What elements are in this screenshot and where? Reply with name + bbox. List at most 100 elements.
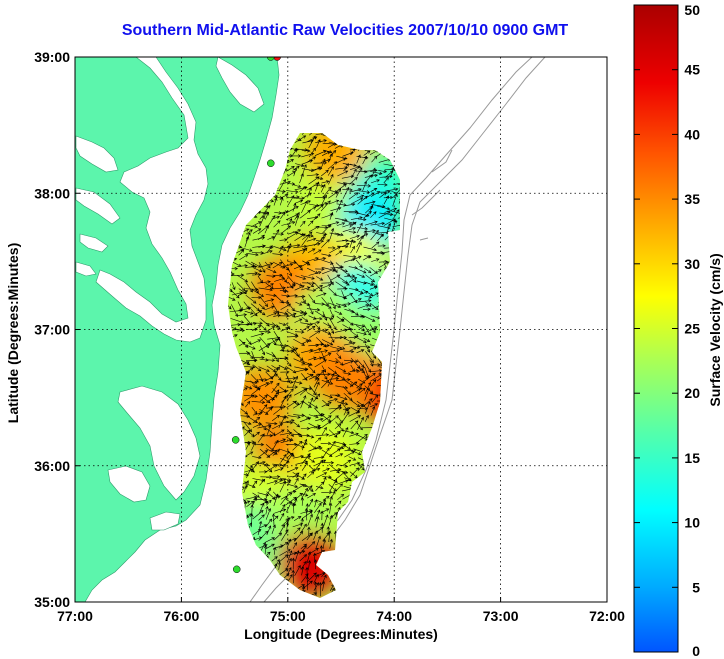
- velocity-vector: [294, 211, 300, 220]
- velocity-vector: [265, 407, 273, 414]
- velocity-vector: [308, 465, 316, 472]
- velocity-vector: [350, 467, 360, 477]
- velocity-vector: [295, 460, 309, 465]
- velocity-vector: [294, 550, 300, 562]
- velocity-vector: [314, 459, 324, 471]
- velocity-vector: [383, 218, 396, 226]
- velocity-vector: [272, 495, 282, 499]
- velocity-vector: [287, 275, 296, 286]
- velocity-vector: [321, 253, 332, 258]
- velocity-vector: [397, 183, 400, 187]
- y-tick-label: 39:00: [34, 49, 70, 65]
- velocity-vector: [302, 326, 310, 331]
- velocity-vector: [260, 318, 270, 327]
- velocity-vector: [293, 443, 305, 449]
- velocity-vector: [329, 246, 341, 254]
- velocity-vector: [322, 399, 330, 407]
- velocity-vector: [287, 537, 297, 542]
- velocity-vector: [328, 331, 335, 343]
- velocity-vector: [294, 477, 299, 485]
- velocity-vector: [370, 302, 379, 311]
- velocity-vector: [397, 214, 400, 219]
- velocity-vector: [363, 324, 371, 336]
- velocity-vector: [341, 411, 350, 423]
- velocity-vector: [266, 365, 277, 373]
- velocity-vector: [257, 433, 265, 443]
- velocity-vector: [252, 492, 260, 498]
- velocity-vector: [292, 375, 299, 388]
- velocity-vector: [258, 343, 271, 352]
- velocity-vector: [258, 303, 266, 310]
- velocity-vector: [245, 229, 253, 235]
- velocity-vector: [322, 372, 328, 380]
- velocity-vector: [365, 351, 374, 364]
- velocity-vector: [308, 356, 317, 361]
- velocity-vector: [259, 524, 268, 529]
- velocity-vector: [267, 424, 272, 435]
- velocity-vector: [322, 311, 328, 321]
- velocity-vector: [329, 448, 341, 456]
- velocity-vector: [260, 433, 274, 438]
- velocity-vector: [301, 362, 312, 367]
- velocity-vector: [322, 538, 327, 549]
- velocity-vector: [370, 188, 378, 192]
- velocity-vector: [334, 479, 349, 486]
- velocity-vector: [313, 377, 320, 388]
- velocity-vector: [299, 173, 304, 184]
- velocity-vector: [273, 197, 278, 206]
- velocity-vector: [278, 420, 294, 425]
- velocity-vector: [350, 245, 355, 254]
- velocity-vector: [231, 291, 243, 296]
- chart-title: Southern Mid-Atlantic Raw Velocities 200…: [121, 22, 569, 39]
- colorbar-tick-label: 40: [684, 126, 700, 142]
- velocity-vector: [287, 467, 299, 473]
- velocity-vector: [308, 176, 320, 185]
- velocity-vector: [280, 263, 294, 268]
- velocity-vector: [355, 259, 363, 268]
- velocity-vector: [363, 315, 376, 322]
- velocity-vector: [286, 538, 292, 548]
- velocity-vector: [335, 183, 348, 193]
- velocity-vector: [320, 200, 331, 212]
- velocity-vector: [251, 289, 265, 297]
- velocity-vector: [334, 500, 342, 508]
- velocity-vector: [264, 463, 273, 473]
- velocity-vector: [294, 148, 309, 152]
- velocity-vector: [342, 239, 357, 244]
- velocity-vector: [293, 498, 298, 507]
- velocity-vector: [306, 435, 315, 439]
- velocity-vector: [348, 287, 359, 292]
- velocity-vector: [308, 467, 321, 473]
- radar-site-2: [267, 159, 275, 168]
- velocity-vector: [349, 369, 360, 373]
- velocity-vector: [370, 179, 380, 184]
- velocity-vector: [384, 207, 398, 213]
- velocity-vector: [293, 265, 303, 270]
- velocity-vector: [266, 339, 279, 346]
- velocity-vector: [365, 281, 374, 286]
- velocity-vector: [314, 349, 329, 354]
- velocity-vector: [308, 135, 316, 149]
- velocity-vector: [342, 349, 355, 354]
- velocity-vector: [287, 483, 299, 489]
- velocity-vector: [365, 401, 371, 414]
- velocity-vector: [229, 309, 243, 313]
- velocity-vector: [343, 327, 354, 332]
- velocity-vector: [294, 312, 307, 318]
- velocity-vector: [257, 275, 264, 284]
- velocity-vector: [245, 287, 259, 292]
- velocity-vector: [343, 372, 352, 376]
- velocity-vector: [286, 331, 299, 337]
- velocity-vector: [344, 451, 355, 458]
- velocity-vector: [334, 430, 341, 438]
- velocity-vector: [258, 261, 266, 273]
- velocity-vector: [285, 419, 295, 423]
- velocity-vector: [301, 316, 309, 322]
- velocity-vector: [350, 197, 364, 205]
- velocity-vector: [301, 511, 313, 520]
- velocity-vector: [327, 398, 338, 402]
- velocity-vector: [280, 210, 289, 214]
- velocity-vector: [258, 530, 269, 541]
- velocity-vector: [252, 364, 262, 372]
- y-axis: 39:00 38:00 37:00 36:00 35:00: [34, 49, 80, 610]
